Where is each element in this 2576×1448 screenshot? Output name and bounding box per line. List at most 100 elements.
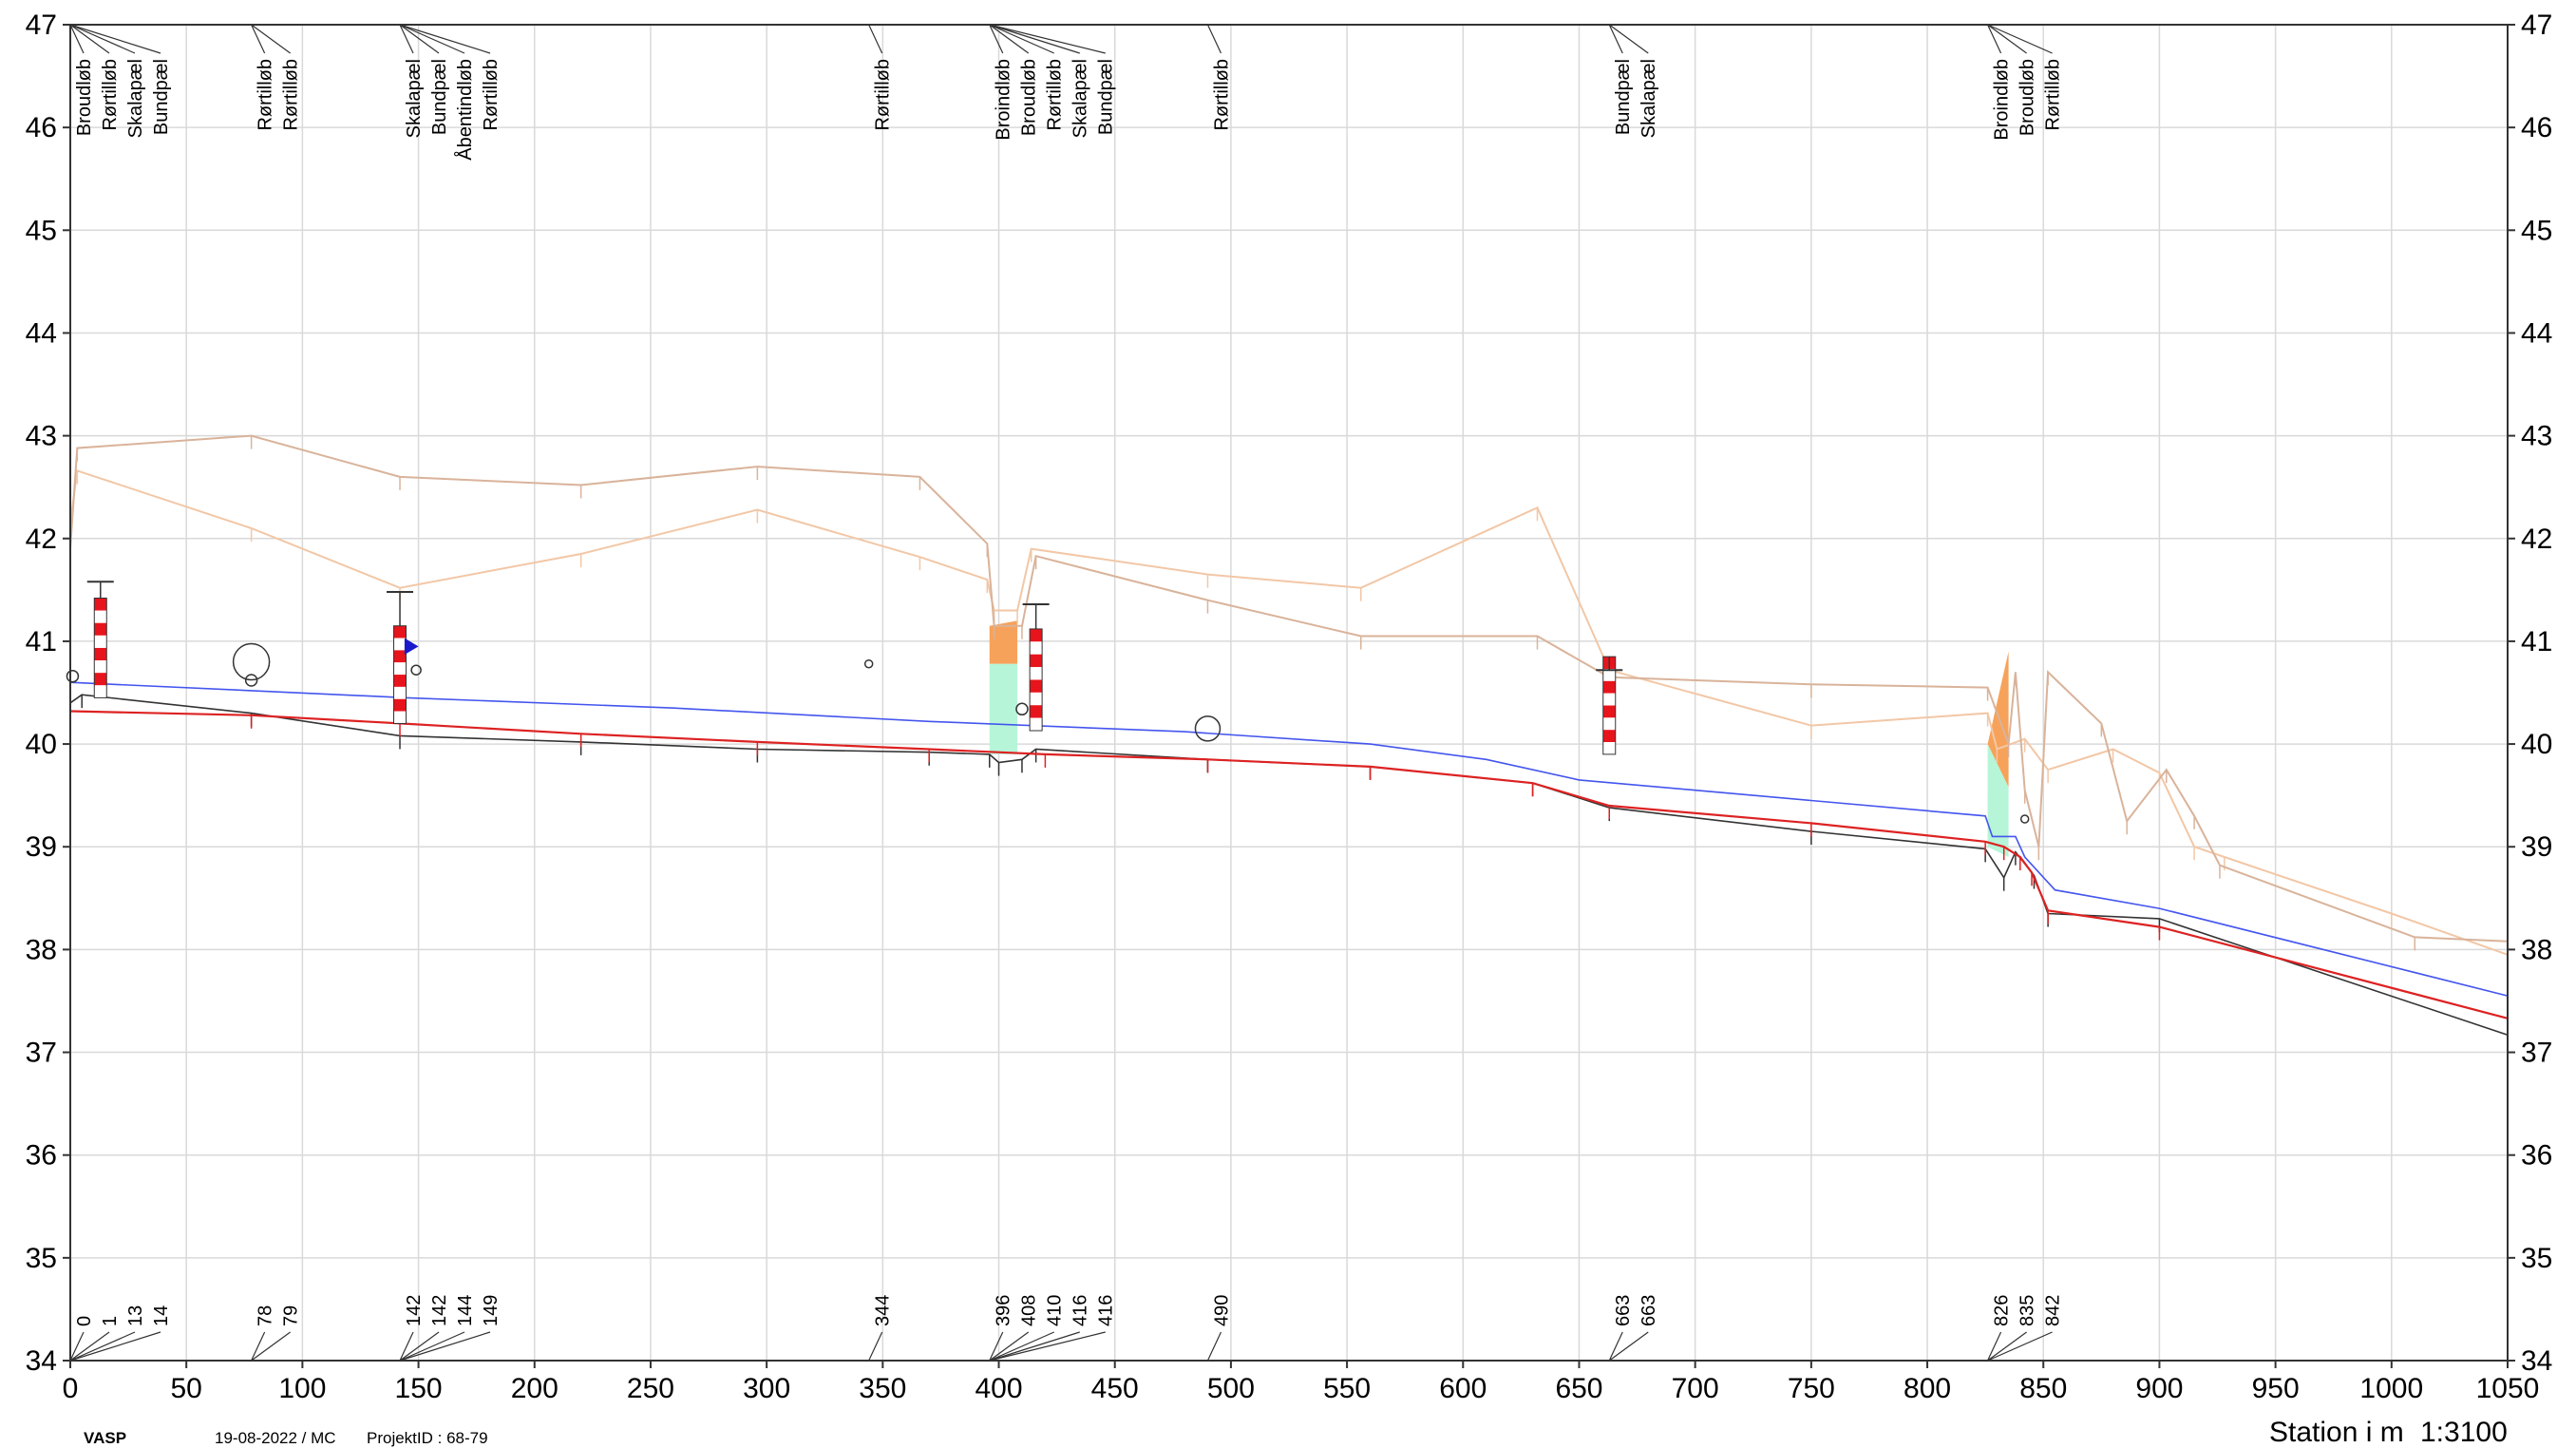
station-label-text: 78: [256, 1305, 276, 1326]
label-leader-line: [1987, 1331, 2053, 1362]
station-label: 344: [868, 1295, 894, 1362]
object-label-text: Rørtilløb: [2043, 59, 2064, 131]
x-tick-label: 300: [743, 1373, 790, 1404]
object-label: Broudløb: [989, 24, 1040, 136]
bridge-fill-green: [1987, 744, 2009, 858]
x-tick-label: 550: [1323, 1373, 1371, 1404]
axes: 34 34 35 35 36 36 37 37 38 38 39 39 40 40 41 41 42 42 43 43…: [26, 10, 2553, 1404]
footer-project-id: ProjektID : 68-79: [367, 1429, 488, 1447]
label-leader-line: [989, 24, 1080, 54]
station-label: 835: [1987, 1295, 2038, 1362]
y-tick-label-right: 47: [2521, 10, 2552, 41]
well-column: [387, 591, 414, 724]
station-label: 13: [69, 1305, 146, 1362]
pipe-inlet-circle: [244, 674, 258, 687]
object-label: Skalapæl: [399, 24, 425, 138]
label-leader-line: [1608, 1331, 1623, 1362]
station-label: 144: [399, 1295, 476, 1362]
station-label-text: 149: [481, 1295, 502, 1326]
well-stripe: [94, 598, 107, 611]
object-label-text: Skalapæl: [1638, 59, 1659, 138]
object-label-text: Bundpæl: [1096, 59, 1117, 135]
label-leader-line: [1608, 1331, 1649, 1362]
label-leader-line: [1987, 24, 2027, 54]
well-stripe: [393, 675, 407, 687]
well-stripe: [393, 711, 407, 724]
station-label-text: 14: [151, 1305, 172, 1326]
pipe-inlet-circle: [232, 642, 271, 681]
object-label: Rørtilløb: [1206, 24, 1232, 131]
object-label-text: Rørtilløb: [281, 59, 302, 131]
station-label: 1: [69, 1316, 121, 1362]
label-leader-line: [399, 24, 465, 54]
station-label-text: 142: [429, 1295, 450, 1326]
well-stripe: [1030, 641, 1043, 655]
object-label: Broudløb: [69, 24, 95, 136]
object-label: Rørtilløb: [989, 24, 1066, 131]
label-leader-line: [69, 24, 136, 54]
pipe-inlet-circle: [410, 664, 422, 676]
pipe-inlet-circle: [1015, 702, 1029, 716]
label-leader-line: [69, 1331, 110, 1362]
station-label: 410: [989, 1295, 1066, 1362]
x-tick-label: 850: [2019, 1373, 2067, 1404]
scale-label: 1:3100: [2420, 1417, 2508, 1448]
well-stripe: [94, 635, 107, 648]
object-label: Broudløb: [1987, 24, 2038, 136]
footer-date-user: 19-08-2022 / MC: [215, 1429, 336, 1447]
well-stripe: [1030, 654, 1043, 668]
object-label-text: Rørtilløb: [1211, 59, 1232, 131]
series-line-bottom: [69, 710, 2509, 1019]
well-stripe: [94, 685, 107, 698]
object-label-text: Åbentindløb: [454, 59, 476, 161]
well-stripe: [393, 650, 407, 663]
object-label-text: Skalapæl: [404, 59, 425, 138]
well-stripe: [393, 698, 407, 712]
station-label-text: 490: [1211, 1295, 1232, 1326]
object-label: Åbentindløb: [399, 24, 476, 161]
object-label: Rørtilløb: [868, 24, 894, 131]
x-tick-label: 900: [2135, 1373, 2183, 1404]
series-line-terrain_2: [69, 469, 2509, 956]
well-stripe: [393, 662, 407, 676]
y-tick-label-left: 41: [26, 626, 57, 657]
well-stripe: [1030, 692, 1043, 706]
x-tick-label: 700: [1672, 1373, 1719, 1404]
pipe-inlet-circle: [2019, 814, 2030, 824]
well-stripe: [1030, 705, 1043, 718]
label-leader-line: [989, 1331, 1004, 1362]
y-tick-label-right: 42: [2521, 524, 2552, 555]
label-leader-line: [251, 1331, 291, 1362]
y-tick-label-left: 38: [26, 934, 57, 965]
well-stripe: [1030, 628, 1043, 642]
station-label: 396: [989, 1295, 1014, 1362]
object-label-text: Broudløb: [74, 59, 95, 136]
well-stripe: [393, 638, 407, 651]
label-leader-line: [1608, 24, 1623, 54]
station-label: 79: [251, 1305, 302, 1362]
y-tick-label-left: 43: [26, 421, 57, 452]
station-label-text: 842: [2043, 1295, 2064, 1326]
pipe-inlet-circle: [1194, 715, 1222, 742]
profile-lines: [69, 434, 2509, 1036]
label-leader-line: [1206, 1331, 1222, 1362]
section-fills: [989, 620, 2009, 858]
well-stripe: [1602, 693, 1616, 706]
label-leader-line: [989, 1331, 1106, 1362]
object-label-text: Bundpæl: [429, 59, 450, 135]
y-tick-label-left: 42: [26, 524, 57, 555]
well-stripe: [1602, 705, 1616, 718]
well-stripe: [1602, 742, 1616, 754]
well-stripe: [1602, 730, 1616, 743]
object-label: Rørtilløb: [251, 24, 302, 131]
plot-frame: [69, 24, 2509, 1362]
y-tick-label-right: 39: [2521, 831, 2552, 863]
well-column: [1596, 656, 1623, 755]
object-label-text: Skalapæl: [1070, 59, 1091, 138]
well-stripe: [393, 686, 407, 699]
station-label-text: 142: [404, 1295, 425, 1326]
object-label: Bundpæl: [1608, 24, 1634, 135]
object-label: Rørtilløb: [251, 24, 276, 131]
label-leader-line: [989, 24, 1004, 54]
object-label: Rørtilløb: [1987, 24, 2064, 131]
